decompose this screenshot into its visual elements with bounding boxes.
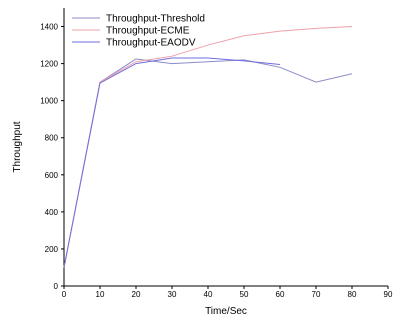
plot-frame — [63, 8, 388, 287]
y-tick-label: 1200 — [40, 60, 58, 69]
y-tick-label: 0 — [54, 282, 59, 291]
series-line-2 — [63, 26, 353, 268]
y-tick-label: 600 — [45, 171, 59, 180]
legend-label: Throughput-EAODV — [106, 38, 196, 49]
x-tick-label: 80 — [348, 290, 357, 299]
x-tick-label: 0 — [62, 290, 67, 299]
series-line-3 — [63, 57, 281, 268]
y-tick-label: 1400 — [40, 23, 58, 32]
x-tick-label: 40 — [204, 290, 213, 299]
x-tick-label: 60 — [276, 290, 285, 299]
x-tick-label: 30 — [168, 290, 177, 299]
x-tick-label: 10 — [96, 290, 105, 299]
legend: Throughput-ThresholdThroughput-ECMEThrou… — [72, 14, 205, 49]
x-tick-label: 90 — [384, 290, 393, 299]
y-tick-label: 200 — [45, 245, 59, 254]
x-tick-label: 20 — [132, 290, 141, 299]
legend-label: Throughput-ECME — [106, 26, 190, 37]
series-line-1 — [63, 58, 353, 268]
y-tick-label: 1000 — [40, 97, 58, 106]
x-axis-title: Time/Sec — [205, 306, 247, 317]
series-lines — [63, 26, 353, 268]
legend-label: Throughput-Threshold — [106, 14, 205, 25]
y-tick-label: 800 — [45, 134, 59, 143]
y-axis-title: Throughput — [12, 121, 23, 172]
y-tick-label: 400 — [45, 208, 59, 217]
x-axis-ticks: 0 10 20 30 40 50 60 70 80 90 — [62, 286, 393, 299]
x-tick-label: 70 — [312, 290, 321, 299]
y-axis-ticks: 0 200 400 600 800 1000 1200 1400 — [40, 23, 64, 291]
x-tick-label: 50 — [240, 290, 249, 299]
